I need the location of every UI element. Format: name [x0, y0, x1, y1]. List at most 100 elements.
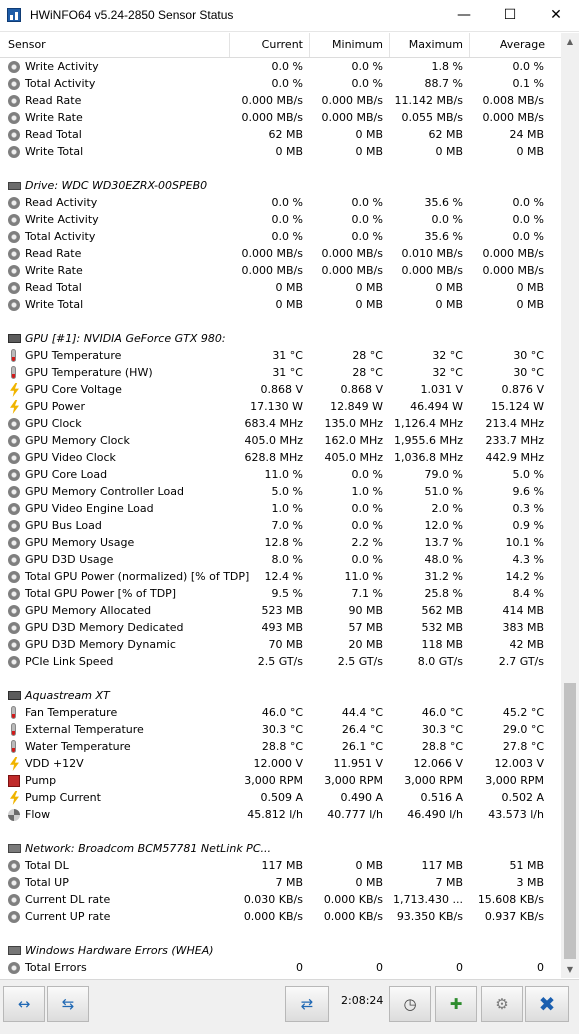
sensor-row[interactable]: GPU Core Voltage 0.868 V 0.868 V 1.031 V 0.8…: [0, 381, 561, 398]
sensor-row[interactable]: GPU D3D Usage 8.0 % 0.0 % 48.0 % 4.3 %: [0, 551, 561, 568]
sensor-row[interactable]: Pump Current 0.509 A 0.490 A 0.516 A 0.502 A: [0, 789, 561, 806]
sensor-row[interactable]: Flow 45.812 l/h 40.777 l/h 46.490 l/h 43.573…: [0, 806, 561, 823]
sensor-row[interactable]: Total Activity 0.0 % 0.0 % 88.7 % 0.1 %: [0, 75, 561, 92]
average-value: 15.608 KB/s: [477, 893, 544, 906]
sensor-row[interactable]: Read Total 62 MB 0 MB 62 MB 24 MB: [0, 126, 561, 143]
sensor-row[interactable]: Water Temperature 28.8 °C 26.1 °C 28.8 °C 27…: [0, 738, 561, 755]
sensor-name: Read Total: [25, 281, 82, 294]
current-value: 0 MB: [275, 281, 303, 294]
sensor-group-header[interactable]: Windows Hardware Errors (WHEA): [0, 942, 561, 959]
logging-report-button[interactable]: ✚: [435, 986, 477, 1022]
collapse-arrows-button[interactable]: ⇆: [47, 986, 89, 1022]
maximize-button[interactable]: ☐: [503, 7, 517, 23]
network-button[interactable]: ⇄: [285, 986, 329, 1022]
gauge-icon: [8, 61, 20, 73]
maximum-value: 0.516 A: [420, 791, 463, 804]
maximum-value: 117 MB: [421, 859, 463, 872]
gauge-icon: [8, 265, 20, 277]
minimum-value: 0 MB: [355, 145, 383, 158]
sensor-row[interactable]: Total GPU Power (normalized) [% of TDP] 1…: [0, 568, 561, 585]
sensor-group-header[interactable]: Aquastream XT: [0, 687, 561, 704]
sensor-row[interactable]: Total GPU Power [% of TDP] 9.5 % 7.1 % 25.8…: [0, 585, 561, 602]
column-header-average[interactable]: Average: [499, 38, 545, 51]
sensor-row[interactable]: Pump 3,000 RPM 3,000 RPM 3,000 RPM 3,000 RPM: [0, 772, 561, 789]
sensor-row[interactable]: Write Rate 0.000 MB/s 0.000 MB/s 0.000 MB/s…: [0, 262, 561, 279]
column-header-current[interactable]: Current: [230, 33, 310, 57]
sensor-row[interactable]: GPU Memory Controller Load 5.0 % 1.0 % 51.0…: [0, 483, 561, 500]
minimum-value: 0.0 %: [351, 230, 383, 243]
sensor-group-header[interactable]: GPU [#1]: NVIDIA GeForce GTX 980:: [0, 330, 561, 347]
sensor-row[interactable]: External Temperature 30.3 °C 26.4 °C 30.3 °…: [0, 721, 561, 738]
minimum-value: 0.0 %: [351, 502, 383, 515]
sensor-row[interactable]: Total UP 7 MB 0 MB 7 MB 3 MB: [0, 874, 561, 891]
reset-clock-button[interactable]: ◷: [389, 986, 431, 1022]
sensor-row[interactable]: Read Rate 0.000 MB/s 0.000 MB/s 11.142 MB/s…: [0, 92, 561, 109]
sensor-row[interactable]: GPU Video Engine Load 1.0 % 0.0 % 2.0 % 0.3 …: [0, 500, 561, 517]
minimize-button[interactable]: —: [457, 7, 471, 23]
sensor-name: GPU Memory Clock: [25, 434, 130, 447]
column-header-maximum[interactable]: Maximum: [390, 33, 470, 57]
column-header-minimum[interactable]: Minimum: [310, 33, 390, 57]
sensor-row[interactable]: Write Activity 0.0 % 0.0 % 0.0 % 0.0 %: [0, 211, 561, 228]
sensor-row[interactable]: GPU Memory Clock 405.0 MHz 162.0 MHz 1,955.…: [0, 432, 561, 449]
sensor-row[interactable]: Write Total 0 MB 0 MB 0 MB 0 MB: [0, 296, 561, 313]
close-window-button[interactable]: ✕: [550, 7, 562, 23]
sensor-row[interactable]: GPU Core Load 11.0 % 0.0 % 79.0 % 5.0 %: [0, 466, 561, 483]
warning-icon: [8, 946, 21, 955]
sensor-row[interactable]: Current UP rate 0.000 KB/s 0.000 KB/s 93.35…: [0, 908, 561, 925]
sensor-name: GPU Bus Load: [25, 519, 102, 532]
maximum-value: 0.010 MB/s: [401, 247, 463, 260]
current-value: 0.000 MB/s: [241, 264, 303, 277]
sensor-row[interactable]: GPU Memory Usage 12.8 % 2.2 % 13.7 % 10.1 %: [0, 534, 561, 551]
close-sensors-button[interactable]: ✖: [525, 986, 569, 1022]
sensor-row[interactable]: Total DL 117 MB 0 MB 117 MB 51 MB: [0, 857, 561, 874]
maximum-value: 1,036.8 MHz: [393, 451, 463, 464]
current-value: 12.000 V: [253, 757, 303, 770]
sensor-row[interactable]: Fan Temperature 46.0 °C 44.4 °C 46.0 °C 45.2…: [0, 704, 561, 721]
sensor-row[interactable]: GPU D3D Memory Dedicated 493 MB 57 MB 532 M…: [0, 619, 561, 636]
sensor-group-header[interactable]: Drive: WDC WD30EZRX-00SPEB0: [0, 177, 561, 194]
report-add-icon: ✚: [449, 995, 463, 1013]
sensor-row[interactable]: GPU Clock 683.4 MHz 135.0 MHz 1,126.4 MHz 21…: [0, 415, 561, 432]
sensor-name: GPU Temperature (HW): [25, 366, 153, 379]
sensor-row[interactable]: Read Rate 0.000 MB/s 0.000 MB/s 0.010 MB/s 0…: [0, 245, 561, 262]
gauge-icon: [8, 622, 20, 634]
maximum-value: 532 MB: [421, 621, 463, 634]
vertical-scrollbar[interactable]: ▲ ▼: [561, 33, 579, 978]
sensor-row[interactable]: Read Total 0 MB 0 MB 0 MB 0 MB: [0, 279, 561, 296]
sensor-row[interactable]: GPU D3D Memory Dynamic 70 MB 20 MB 118 MB 42…: [0, 636, 561, 653]
sensor-row[interactable]: Total Errors 0 0 0 0: [0, 959, 561, 976]
expand-arrows-button[interactable]: ↔: [3, 986, 45, 1022]
maximum-value: 1,713.430 ...: [393, 893, 463, 906]
sensor-row[interactable]: GPU Memory Allocated 523 MB 90 MB 562 MB 414…: [0, 602, 561, 619]
sensor-row[interactable]: GPU Bus Load 7.0 % 0.0 % 12.0 % 0.9 %: [0, 517, 561, 534]
sensor-row[interactable]: PCIe Link Speed 2.5 GT/s 2.5 GT/s 8.0 GT/s 2…: [0, 653, 561, 670]
column-header-sensor[interactable]: Sensor: [0, 33, 230, 57]
sensor-row[interactable]: GPU Temperature (HW) 31 °C 28 °C 32 °C 30 °C: [0, 364, 561, 381]
hwinfo-app-icon[interactable]: [7, 8, 21, 22]
sensor-row[interactable]: Total Activity 0.0 % 0.0 % 35.6 % 0.0 %: [0, 228, 561, 245]
sensor-row[interactable]: GPU Temperature 31 °C 28 °C 32 °C 30 °C: [0, 347, 561, 364]
sensor-row[interactable]: VDD +12V 12.000 V 11.951 V 12.066 V 12.003 V: [0, 755, 561, 772]
sensor-row[interactable]: Read Activity 0.0 % 0.0 % 35.6 % 0.0 %: [0, 194, 561, 211]
sensor-name: Read Rate: [25, 247, 82, 260]
sensor-row[interactable]: GPU Video Clock 628.8 MHz 405.0 MHz 1,036.8…: [0, 449, 561, 466]
gauge-icon: [8, 962, 20, 974]
scroll-down-arrow-icon[interactable]: ▼: [566, 965, 574, 974]
sensor-row[interactable]: Write Activity 0.0 % 0.0 % 1.8 % 0.0 %: [0, 58, 561, 75]
scrollbar-thumb[interactable]: [564, 683, 576, 959]
minimum-value: 0.000 MB/s: [321, 94, 383, 107]
sensor-row[interactable]: GPU Power 17.130 W 12.849 W 46.494 W 15.124 …: [0, 398, 561, 415]
scroll-up-arrow-icon[interactable]: ▲: [566, 37, 574, 46]
average-value: 42 MB: [509, 638, 544, 651]
maximum-value: 1.031 V: [420, 383, 463, 396]
sensor-row[interactable]: Write Total 0 MB 0 MB 0 MB 0 MB: [0, 143, 561, 160]
settings-button[interactable]: ⚙: [481, 986, 523, 1022]
sensor-row[interactable]: Current DL rate 0.030 KB/s 0.000 KB/s 1,713…: [0, 891, 561, 908]
current-value: 117 MB: [261, 859, 303, 872]
sensor-group-header[interactable]: Network: Broadcom BCM57781 NetLink PC...: [0, 840, 561, 857]
sensor-list[interactable]: Write Activity 0.0 % 0.0 % 1.8 % 0.0 % Total …: [0, 58, 561, 978]
sensor-name: GPU D3D Memory Dedicated: [25, 621, 184, 634]
sensor-row[interactable]: Write Rate 0.000 MB/s 0.000 MB/s 0.055 MB/s…: [0, 109, 561, 126]
maximum-value: 30.3 °C: [421, 723, 463, 736]
